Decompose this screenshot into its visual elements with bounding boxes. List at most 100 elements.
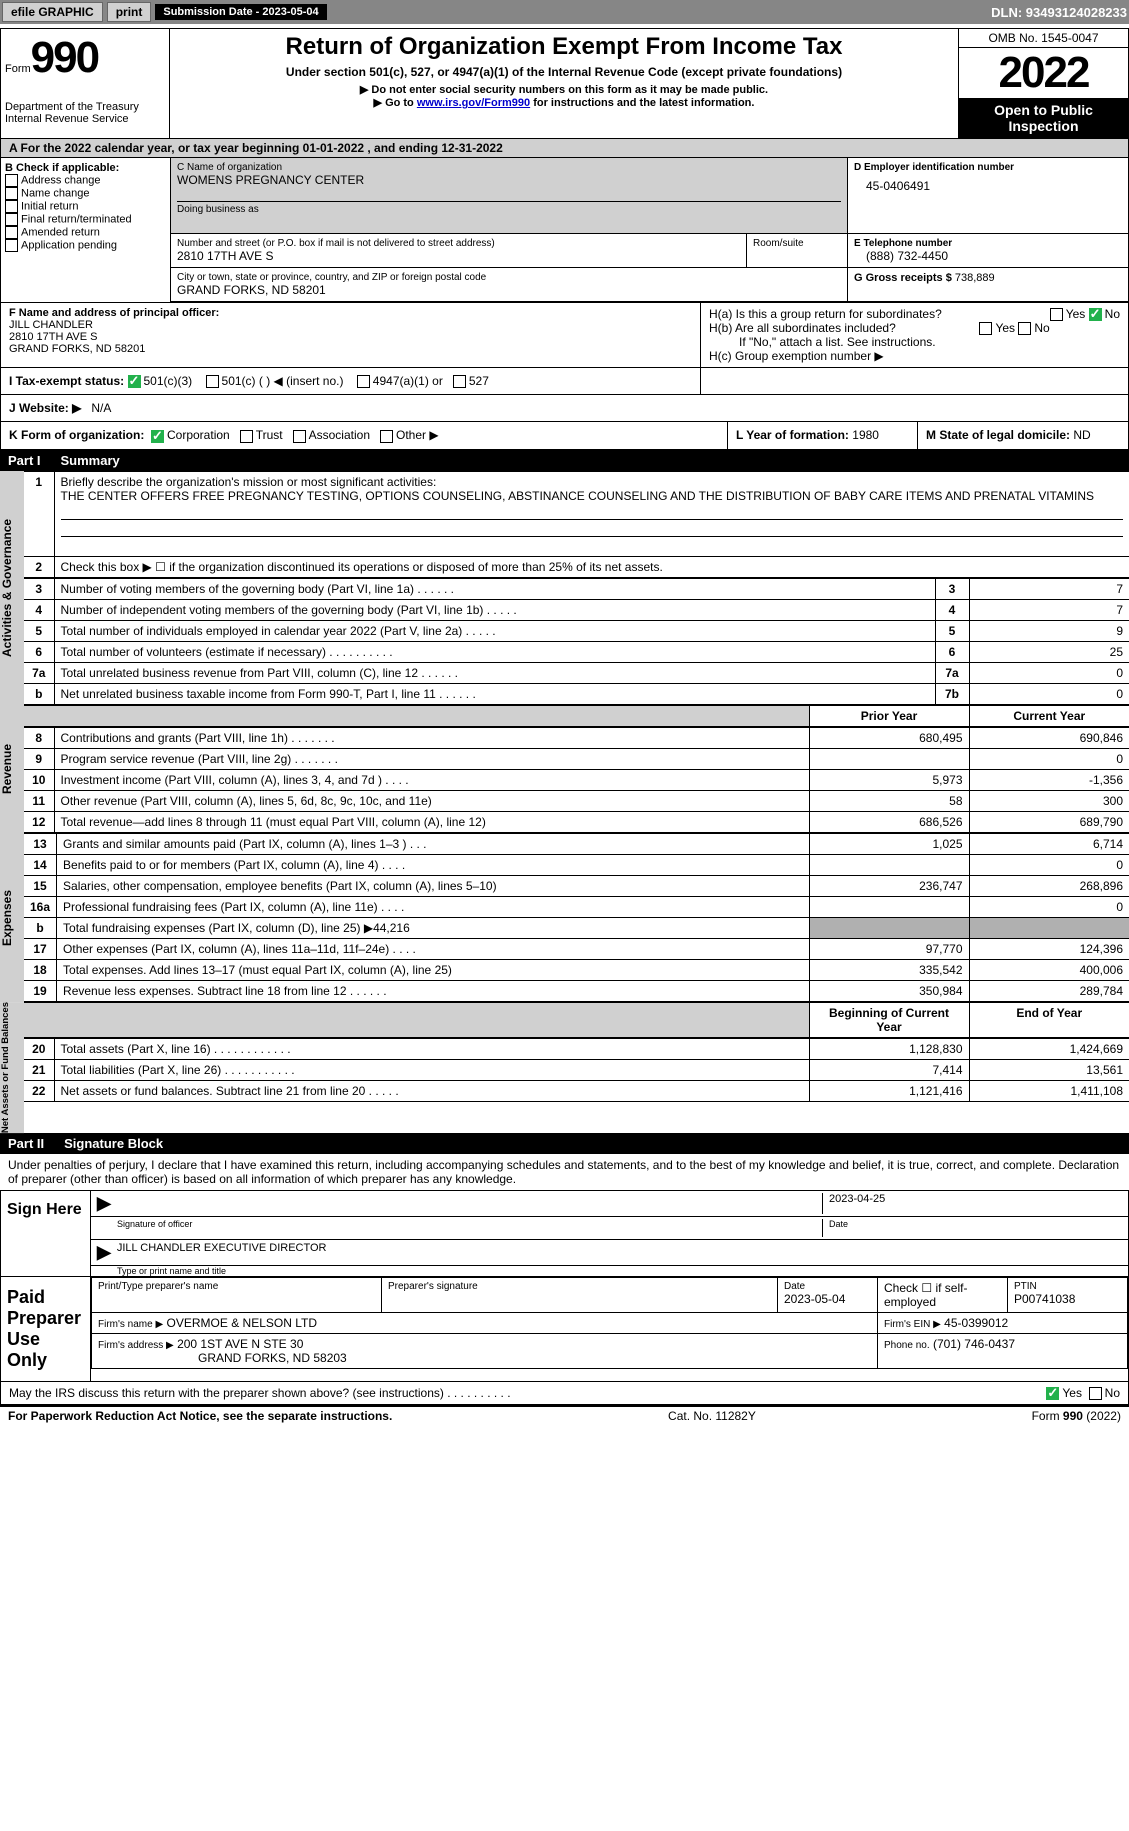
org-name: WOMENS PREGNANCY CENTER (177, 173, 841, 187)
print-button[interactable]: print (107, 2, 152, 22)
addr-label: Number and street (or P.O. box if mail i… (177, 238, 740, 249)
checkbox-initial[interactable] (5, 200, 18, 213)
form-label: Form (5, 63, 31, 75)
l-label: L Year of formation: (736, 428, 849, 442)
room-label: Room/suite (753, 238, 841, 249)
box-b: B Check if applicable: Address change Na… (1, 158, 171, 302)
ein-value: 45-0406491 (866, 179, 1122, 193)
i-527[interactable] (453, 375, 466, 388)
k-corp[interactable] (151, 430, 164, 443)
phone-label: E Telephone number (854, 238, 1122, 249)
officer-label: F Name and address of principal officer: (9, 307, 692, 319)
ein-label: D Employer identification number (854, 162, 1122, 173)
gross-label: G Gross receipts $ (854, 272, 952, 284)
box-b-title: B Check if applicable: (5, 162, 166, 174)
sig-officer-label: Signature of officer (117, 1219, 822, 1237)
dba-label: Doing business as (177, 204, 841, 215)
city-label: City or town, state or province, country… (177, 272, 841, 283)
footer-right: Form 990 (2022) (1032, 1409, 1121, 1423)
k-label: K Form of organization: (9, 428, 144, 442)
line1-label: Briefly describe the organization's miss… (61, 475, 437, 489)
section-rev: Revenue (0, 705, 24, 833)
hc-label: H(c) Group exemption number ▶ (709, 349, 1120, 363)
dept-label: Department of the Treasury Internal Reve… (5, 101, 165, 125)
gross-value: 738,889 (955, 272, 995, 284)
efile-label: efile GRAPHIC (2, 2, 103, 22)
col-current: Current Year (969, 705, 1129, 726)
type-name-label: Type or print name and title (91, 1266, 1128, 1276)
footer-left: For Paperwork Reduction Act Notice, see … (8, 1409, 392, 1423)
officer-typed: JILL CHANDLER EXECUTIVE DIRECTOR (117, 1242, 327, 1263)
discuss-yes[interactable] (1046, 1387, 1059, 1400)
hb-note: If "No," attach a list. See instructions… (709, 335, 1120, 349)
k-other[interactable] (380, 430, 393, 443)
checkbox-addr-change[interactable] (5, 174, 18, 187)
arrow-icon: ▶ (97, 1193, 111, 1214)
part2-header: Part II Signature Block (0, 1133, 1129, 1154)
addr-value: 2810 17TH AVE S (177, 249, 740, 263)
form-title: Return of Organization Exempt From Incom… (174, 33, 954, 61)
j-value: N/A (91, 401, 111, 415)
form-subtitle: Under section 501(c), 527, or 4947(a)(1)… (174, 65, 954, 79)
part1-header: Part I Summary (0, 450, 1129, 471)
officer-addr1: 2810 17TH AVE S (9, 331, 692, 343)
paid-preparer-block: Paid Preparer Use Only Print/Type prepar… (0, 1277, 1129, 1382)
checkbox-amended[interactable] (5, 226, 18, 239)
row-a-calendar: A For the 2022 calendar year, or tax yea… (0, 139, 1129, 158)
goto-pre: ▶ Go to (374, 97, 417, 109)
line2: Check this box ▶ ☐ if the organization d… (54, 556, 1129, 577)
checkbox-final[interactable] (5, 213, 18, 226)
hb-no[interactable] (1018, 322, 1031, 335)
col-prior: Prior Year (809, 705, 969, 726)
omb-number: OMB No. 1545-0047 (959, 29, 1128, 48)
ha-label: H(a) Is this a group return for subordin… (709, 307, 942, 321)
k-assoc[interactable] (293, 430, 306, 443)
m-label: M State of legal domicile: (926, 428, 1070, 442)
m-value: ND (1073, 428, 1090, 442)
checkbox-name-change[interactable] (5, 187, 18, 200)
discuss-label: May the IRS discuss this return with the… (9, 1386, 511, 1400)
section-ag: Activities & Governance (0, 471, 24, 705)
submission-date: Submission Date - 2023-05-04 (155, 4, 326, 20)
goto-post: for instructions and the latest informat… (530, 97, 754, 109)
page-footer: For Paperwork Reduction Act Notice, see … (0, 1405, 1129, 1425)
ha-no[interactable] (1089, 308, 1102, 321)
open-inspection: Open to Public Inspection (959, 98, 1128, 138)
sign-here-block: Sign Here ▶ 2023-04-25 Signature of offi… (0, 1190, 1129, 1277)
line1-val: THE CENTER OFFERS FREE PREGNANCY TESTING… (61, 489, 1095, 503)
date-label: Date (822, 1219, 1122, 1237)
i-label: I Tax-exempt status: (9, 374, 124, 388)
sign-here-label: Sign Here (1, 1191, 91, 1276)
section-net: Net Assets or Fund Balances (0, 1002, 24, 1133)
top-bar: efile GRAPHIC print Submission Date - 20… (0, 0, 1129, 24)
form-number: 990 (31, 33, 98, 82)
dln-label: DLN: 93493124028233 (991, 5, 1127, 20)
i-501c3[interactable] (128, 375, 141, 388)
declaration: Under penalties of perjury, I declare th… (0, 1154, 1129, 1190)
paid-label: Paid Preparer Use Only (1, 1277, 91, 1381)
ha-yes[interactable] (1050, 308, 1063, 321)
hb-label: H(b) Are all subordinates included? (709, 321, 896, 335)
k-trust[interactable] (240, 430, 253, 443)
arrow-icon: ▶ (97, 1242, 111, 1263)
ssn-note: ▶ Do not enter social security numbers o… (174, 83, 954, 96)
j-label: J Website: ▶ (9, 401, 81, 415)
discuss-no[interactable] (1089, 1387, 1102, 1400)
phone-value: (888) 732-4450 (866, 249, 1122, 263)
col-begin: Beginning of Current Year (809, 1002, 969, 1037)
col-end: End of Year (969, 1002, 1129, 1037)
org-name-label: C Name of organization (177, 162, 841, 173)
officer-addr2: GRAND FORKS, ND 58201 (9, 343, 692, 355)
officer-name: JILL CHANDLER (9, 319, 692, 331)
checkbox-pending[interactable] (5, 239, 18, 252)
city-value: GRAND FORKS, ND 58201 (177, 283, 841, 297)
hb-yes[interactable] (979, 322, 992, 335)
irs-link[interactable]: www.irs.gov/Form990 (417, 97, 530, 109)
i-501c[interactable] (206, 375, 219, 388)
form-header: Form990 Department of the Treasury Inter… (0, 28, 1129, 139)
i-4947[interactable] (357, 375, 370, 388)
tax-year: 2022 (959, 48, 1128, 98)
footer-mid: Cat. No. 11282Y (668, 1409, 756, 1423)
sig-date: 2023-04-25 (822, 1193, 1122, 1214)
section-exp: Expenses (0, 833, 24, 1002)
